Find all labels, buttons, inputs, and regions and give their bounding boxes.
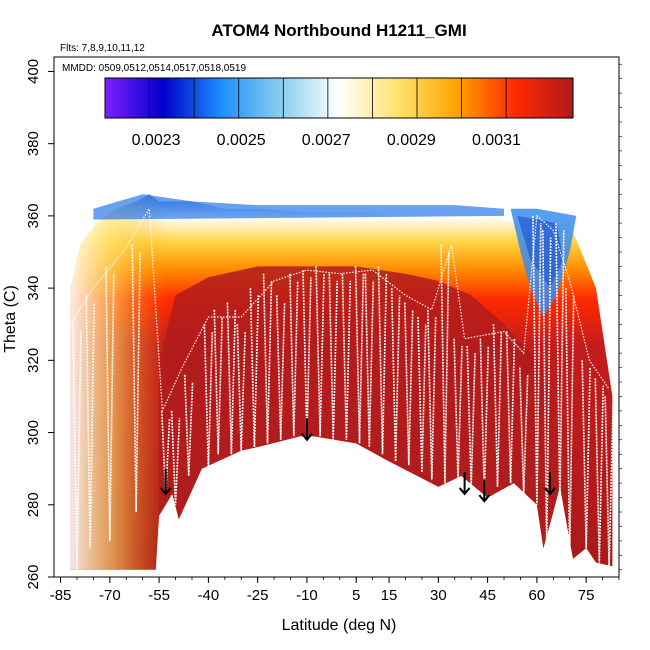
field-core [159,266,554,549]
flight-profile [555,223,565,505]
y-axis-label: Theta (C) [2,285,19,353]
field-top-strip [93,194,505,220]
dates-label: MMDD: 0509,0512,0514,0517,0518,0519 [62,63,246,74]
flight-profile [183,374,194,476]
y-tick-label: 320 [25,348,42,373]
flight-profile [532,215,542,505]
flight-profile [236,324,246,451]
x-tick-label: 60 [529,587,546,604]
flight-profile [262,273,273,444]
x-tick-label: -25 [247,587,269,604]
flight-profile [565,288,575,556]
flight-profile [377,266,388,455]
arrow-marker [458,472,471,496]
colorbar: 0.0023 0.0025 0.0027 0.0029 0.0031 [104,77,574,149]
x-tick-label: 15 [381,587,398,604]
flight-profile [275,295,286,440]
flight-profile [417,316,427,473]
y-tick-label: 360 [25,203,42,228]
x-axis: -85 -70 -55 -40 -25 -10 5 15 30 45 60 75 [50,577,620,604]
colorbar-labels: 0.0023 0.0025 0.0027 0.0029 0.0031 [132,132,521,149]
colorbar-tick-label: 0.0023 [132,132,181,149]
arrow-marker [301,418,313,442]
flight-tracks [69,206,614,570]
flight-profile [390,288,401,462]
cruise-trace [69,206,610,412]
flight-profile [427,309,437,480]
flight-profile [505,331,516,484]
chart-title: ATOM4 Northbound H1211_GMI [211,21,466,40]
y-axis: 260 280 300 320 340 360 380 400 [25,59,622,590]
arrow-marker [159,468,172,496]
y-tick-label: 380 [25,131,42,156]
flight-profile [213,309,223,455]
x-tick-label: 75 [578,587,595,604]
y-tick-label: 260 [25,564,42,589]
x-tick-label: -40 [198,587,220,604]
colorbar-tick-label: 0.0029 [387,132,436,149]
arrow-markers [159,418,556,503]
flight-profile [85,295,95,549]
flight-profile [315,266,325,437]
flight-profile [170,410,181,505]
flight-profile [105,266,115,541]
arrow-marker [478,479,491,503]
flight-profile [604,396,614,567]
flight-profile [131,244,141,513]
colorbar-rect [104,77,574,119]
flight-profile [364,273,375,448]
theta-field [70,194,613,570]
x-axis-label: Latitude (deg N) [282,617,397,634]
y-tick-label: 300 [25,420,42,445]
flight-profile [72,324,82,570]
flight-profile [328,273,338,440]
flight-profile [466,345,476,487]
colorbar-tick-label: 0.0031 [472,132,521,149]
flights-label: Flts: 7,8,9,10,11,12 [60,43,145,54]
flight-profile [479,338,490,494]
plot-frame [53,56,620,578]
y-tick-label: 400 [25,59,42,84]
y-tick-label: 280 [25,492,42,517]
colorbar-dividers [149,78,507,118]
arrow-marker [544,472,556,496]
colorbar-tick-label: 0.0027 [302,132,351,149]
flight-profile [492,324,503,487]
flight-profile [440,244,450,484]
colorbar-tick-label: 0.0025 [217,132,266,149]
flight-profile [249,288,260,448]
x-tick-label: 30 [430,587,447,604]
y-tick-label: 340 [25,276,42,301]
flight-profile [160,410,171,494]
flight-profile [341,273,352,440]
x-tick-label: -70 [99,587,121,604]
flight-profile [404,302,414,466]
x-tick-label: 5 [352,587,360,604]
flight-profile [542,230,552,549]
x-tick-label: -55 [148,587,170,604]
flight-profile [203,324,214,469]
flight-profile [289,273,299,437]
flight-profile [581,360,591,549]
flight-profile [519,367,529,494]
x-tick-label: -85 [50,587,72,604]
flight-profile [354,266,365,444]
flight-profile [453,338,463,480]
flight-profile [594,378,604,563]
x-tick-label: -10 [296,587,318,604]
flight-profile [226,302,237,455]
x-tick-label: 45 [479,587,496,604]
